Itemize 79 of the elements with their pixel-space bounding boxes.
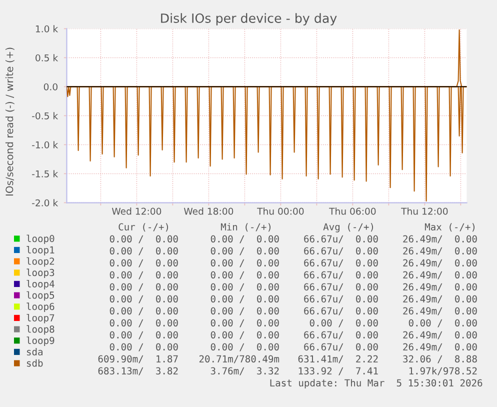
category-label: Max (-/+) [424,223,475,232]
chart-title: Disk IOs per device - by day [161,13,337,26]
legend-label: loop3 [26,268,54,278]
legend-label: loop8 [26,325,54,335]
text: 32.06 / 8.88 [403,355,477,364]
legend-label: loop5 [26,291,54,301]
legend-label: loop2 [26,257,54,267]
text: 26.49m/ 0.00 [403,331,477,340]
legend-label: sda [26,348,42,356]
text: 0.00 / 0.00 [310,319,378,328]
x-tick-label: Thu 12:00 [401,208,448,215]
y-tick-label: -1.0 k [32,141,58,148]
text: 0.00 / 0.00 [210,295,279,304]
legend-label: loop1 [26,246,54,256]
text: 683.13m/ 3.82 [98,367,178,376]
legend-label: loop6 [26,302,54,312]
text: 26.49m/ 0.00 [403,307,477,316]
text: 26.49m/ 0.00 [403,271,477,280]
legend-label: loop4 [26,280,54,290]
text: 0.00 / 0.00 [210,271,279,280]
text: 0.00 / 0.00 [110,307,178,316]
text: 26.49m/ 0.00 [403,283,477,292]
legend-label: loop7 [26,314,54,324]
text: 66.67u/ 0.00 [304,307,378,316]
y-tick-label: -2.0 k [32,199,58,206]
text: 0.00 / 0.00 [408,319,477,328]
text: 0.00 / 0.00 [210,319,279,328]
text: 66.67u/ 0.00 [304,283,378,292]
text: 0.00 / 0.00 [110,331,178,340]
text: 0.00 / 0.00 [210,331,279,340]
text: 0.00 / 0.00 [110,247,178,256]
text: 0.00 / 0.00 [110,271,178,280]
text: Last update: Thu Mar 5 15:30:01 2026 [270,379,482,388]
text: 20.71m/780.49m [199,355,280,364]
text: 66.67u/ 0.00 [304,259,378,268]
text: 66.67u/ 0.00 [304,271,378,280]
text: 66.67u/ 0.00 [304,295,378,304]
x-tick-label: Thu 06:00 [329,208,376,215]
text: 0.00 / 0.00 [210,235,279,244]
y-tick-label: 0.5 k [36,54,58,62]
text: 0.00 / 0.00 [210,283,279,292]
text: 0.00 / 0.00 [110,235,178,244]
text: 66.67u/ 0.00 [304,331,378,340]
text: 66.67u/ 0.00 [304,247,378,256]
y-tick-label: 1.0 k [36,25,58,32]
category-label: Min (-/+) [220,223,271,232]
text: 609.90m/ 1.87 [98,355,178,364]
text: 66.67u/ 0.00 [304,343,378,352]
text: 0.00 / 0.00 [110,343,178,352]
text: 26.49m/ 0.00 [403,247,477,256]
text: 26.49m/ 0.00 [403,343,477,352]
text: 0.00 / 0.00 [210,307,279,316]
text: 0.00 / 0.00 [110,283,178,292]
text: 1.97k/978.52 [409,367,477,376]
x-tick-label: Thu 00:00 [257,208,304,215]
legend-label: sdb [26,359,43,367]
legend-label: loop0 [26,234,54,244]
text: 0.00 / 0.00 [210,247,279,256]
text: 26.49m/ 0.00 [403,235,477,244]
y-tick-label: -0.5 k [32,112,58,120]
text: 0.00 / 0.00 [110,259,178,268]
text: 26.49m/ 0.00 [403,259,477,268]
x-tick-label: Wed 12:00 [112,208,162,215]
text: 66.67u/ 0.00 [304,235,378,244]
text: 133.92 / 7.41 [298,367,378,376]
y-axis-title: IOs/second read (-) / write (+) [5,48,14,196]
text: 26.49m/ 0.00 [403,295,477,304]
text: 0.00 / 0.00 [210,343,279,352]
text: 0.00 / 0.00 [210,259,279,268]
category-label: Cur (-/+) [118,223,168,232]
category-label: Avg (-/+) [323,223,374,232]
legend-label: loop9 [26,336,54,346]
y-tick-label: -1.5 k [32,170,58,178]
text: 631.41m/ 2.22 [298,355,378,364]
text: 0.00 / 0.00 [110,295,178,304]
text: 0.00 / 0.00 [110,319,178,328]
text: 3.76m/ 3.32 [210,367,279,376]
x-tick-label: Wed 18:00 [184,208,234,215]
y-tick-label: 0.0 [44,83,58,90]
